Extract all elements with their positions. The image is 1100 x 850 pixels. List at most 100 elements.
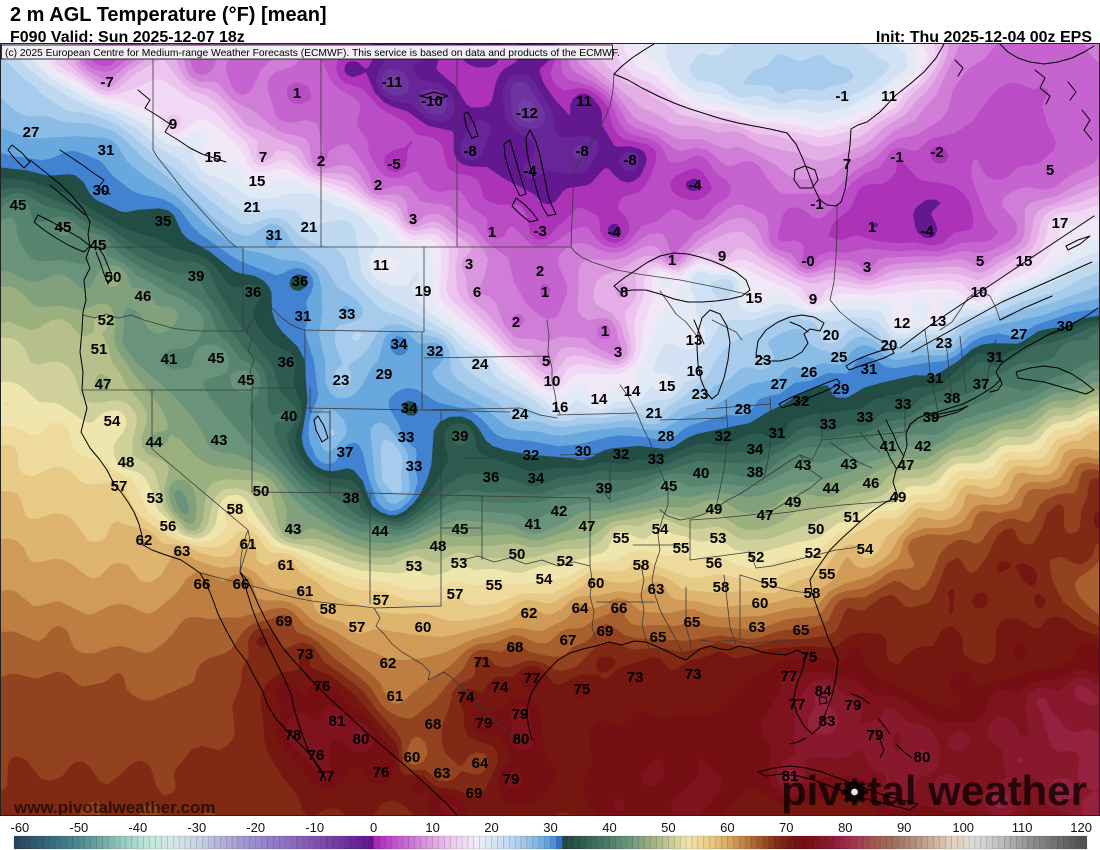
svg-text:2: 2 xyxy=(317,153,325,170)
svg-text:58: 58 xyxy=(227,501,244,518)
svg-text:23: 23 xyxy=(333,372,350,389)
svg-text:61: 61 xyxy=(387,688,404,705)
svg-text:5: 5 xyxy=(1046,162,1054,179)
svg-text:55: 55 xyxy=(613,530,630,547)
svg-text:63: 63 xyxy=(434,765,451,782)
svg-text:7: 7 xyxy=(843,156,851,173)
svg-text:77: 77 xyxy=(524,670,541,687)
svg-text:74: 74 xyxy=(492,679,509,696)
svg-text:80: 80 xyxy=(914,749,931,766)
svg-text:34: 34 xyxy=(528,470,545,487)
svg-text:-1: -1 xyxy=(890,149,903,166)
svg-text:11: 11 xyxy=(576,93,592,110)
svg-text:69: 69 xyxy=(597,623,614,640)
svg-text:44: 44 xyxy=(146,434,163,451)
svg-text:43: 43 xyxy=(795,457,812,474)
svg-text:80: 80 xyxy=(513,731,530,748)
svg-text:20: 20 xyxy=(484,820,498,835)
svg-text:64: 64 xyxy=(572,600,589,617)
svg-text:29: 29 xyxy=(376,366,393,383)
svg-text:15: 15 xyxy=(1016,253,1033,270)
svg-text:52: 52 xyxy=(748,549,765,566)
svg-text:39: 39 xyxy=(188,268,205,285)
svg-text:79: 79 xyxy=(512,706,529,723)
svg-text:32: 32 xyxy=(427,343,444,360)
svg-text:23: 23 xyxy=(755,352,772,369)
svg-text:27: 27 xyxy=(1011,326,1028,343)
svg-text:62: 62 xyxy=(136,532,153,549)
svg-text:33: 33 xyxy=(406,458,423,475)
svg-text:52: 52 xyxy=(557,553,574,570)
svg-text:-11: -11 xyxy=(382,74,403,91)
svg-text:100: 100 xyxy=(952,820,974,835)
svg-text:46: 46 xyxy=(135,288,152,305)
svg-text:70: 70 xyxy=(779,820,793,835)
svg-text:1: 1 xyxy=(868,219,876,236)
svg-text:61: 61 xyxy=(297,583,314,600)
svg-text:31: 31 xyxy=(769,425,786,442)
svg-text:33: 33 xyxy=(857,409,874,426)
svg-text:26: 26 xyxy=(801,364,818,381)
svg-text:120: 120 xyxy=(1070,820,1092,835)
svg-text:67: 67 xyxy=(560,632,577,649)
svg-text:71: 71 xyxy=(474,654,491,671)
svg-text:77: 77 xyxy=(781,668,798,685)
svg-text:3: 3 xyxy=(409,211,417,228)
svg-text:75: 75 xyxy=(801,649,818,666)
svg-text:60: 60 xyxy=(720,820,734,835)
svg-text:79: 79 xyxy=(476,715,493,732)
svg-text:43: 43 xyxy=(211,432,228,449)
svg-text:47: 47 xyxy=(898,457,915,474)
svg-text:33: 33 xyxy=(339,306,356,323)
svg-text:-2: -2 xyxy=(930,144,943,161)
svg-text:Init: Thu 2025-12-04 00z EPS: Init: Thu 2025-12-04 00z EPS xyxy=(876,29,1092,46)
svg-text:27: 27 xyxy=(771,376,788,393)
svg-text:41: 41 xyxy=(525,516,542,533)
svg-text:19: 19 xyxy=(415,283,432,300)
svg-text:21: 21 xyxy=(244,199,261,216)
svg-text:54: 54 xyxy=(104,413,121,430)
svg-text:17: 17 xyxy=(1052,215,1069,232)
svg-text:50: 50 xyxy=(105,269,122,286)
svg-text:32: 32 xyxy=(523,447,540,464)
svg-text:48: 48 xyxy=(430,538,447,555)
svg-text:39: 39 xyxy=(452,428,469,445)
svg-text:33: 33 xyxy=(895,396,912,413)
svg-text:54: 54 xyxy=(857,541,874,558)
svg-text:2 m AGL Temperature (°F) [mean: 2 m AGL Temperature (°F) [mean] xyxy=(10,4,327,26)
svg-text:66: 66 xyxy=(194,576,211,593)
svg-text:90: 90 xyxy=(897,820,911,835)
svg-text:53: 53 xyxy=(147,490,164,507)
svg-text:38: 38 xyxy=(747,464,764,481)
svg-text:60: 60 xyxy=(404,749,421,766)
svg-text:40: 40 xyxy=(693,465,710,482)
svg-text:28: 28 xyxy=(658,428,675,445)
svg-text:73: 73 xyxy=(297,646,314,663)
svg-text:15: 15 xyxy=(659,378,676,395)
svg-text:1: 1 xyxy=(541,284,549,301)
svg-text:33: 33 xyxy=(820,416,837,433)
svg-text:40: 40 xyxy=(602,820,616,835)
svg-text:-60: -60 xyxy=(11,820,30,835)
svg-text:36: 36 xyxy=(483,469,500,486)
svg-text:63: 63 xyxy=(174,543,191,560)
svg-text:53: 53 xyxy=(710,530,727,547)
svg-text:3: 3 xyxy=(465,256,473,273)
svg-text:47: 47 xyxy=(579,518,596,535)
svg-text:34: 34 xyxy=(401,400,418,417)
svg-text:36: 36 xyxy=(245,284,262,301)
svg-text:15: 15 xyxy=(205,149,222,166)
svg-text:79: 79 xyxy=(845,697,862,714)
svg-text:48: 48 xyxy=(118,454,135,471)
svg-text:13: 13 xyxy=(930,313,947,330)
svg-text:52: 52 xyxy=(98,312,115,329)
svg-text:38: 38 xyxy=(944,390,961,407)
svg-text:45: 45 xyxy=(238,372,255,389)
svg-text:3: 3 xyxy=(614,344,622,361)
svg-text:44: 44 xyxy=(372,523,389,540)
svg-text:24: 24 xyxy=(512,406,529,423)
svg-text:31: 31 xyxy=(927,370,944,387)
svg-text:46: 46 xyxy=(863,475,880,492)
svg-text:-4: -4 xyxy=(688,177,702,194)
svg-text:-4: -4 xyxy=(920,223,934,240)
